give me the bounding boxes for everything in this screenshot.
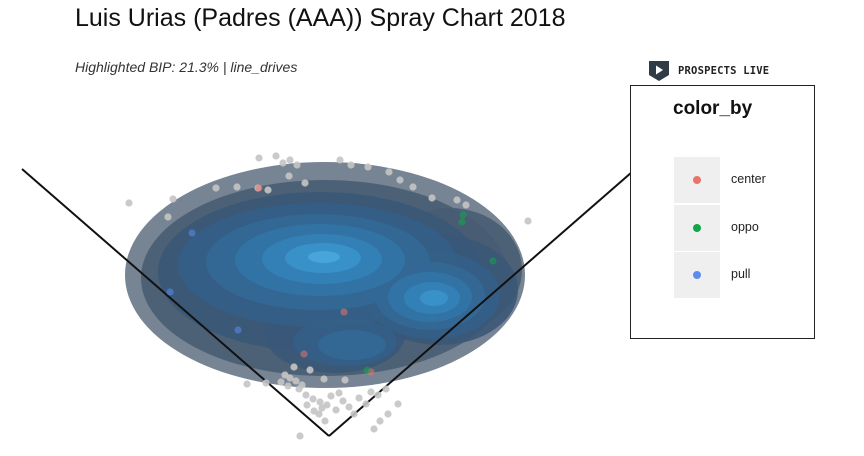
point-background [362, 400, 370, 408]
point-background [296, 432, 304, 440]
point-oppo [489, 257, 497, 265]
point-background [396, 176, 404, 184]
point-background [277, 378, 285, 386]
point-pull [188, 229, 196, 237]
point-background [233, 183, 241, 191]
point-center [255, 184, 263, 192]
point-background [462, 201, 470, 209]
point-background [290, 363, 298, 371]
point-background [382, 385, 390, 393]
point-background [367, 388, 375, 396]
chart-title: Luis Urias (Padres (AAA)) Spray Chart 20… [75, 4, 566, 32]
point-background [255, 154, 263, 162]
point-center [300, 350, 308, 358]
play-shield-icon [649, 61, 669, 81]
point-oppo [458, 218, 466, 226]
density-contour-level-8 [420, 290, 448, 306]
point-background [264, 186, 272, 194]
point-oppo [363, 366, 371, 374]
point-background [332, 406, 340, 414]
point-background [279, 159, 287, 167]
point-background [318, 404, 326, 412]
point-background [347, 161, 355, 169]
point-background [370, 425, 378, 433]
density-contours [125, 162, 525, 388]
batted-ball-points [125, 152, 532, 440]
point-background [336, 156, 344, 164]
point-background [374, 391, 382, 399]
point-background [376, 417, 384, 425]
point-background [327, 392, 335, 400]
density-contour-level-5 [318, 330, 386, 360]
point-background [302, 391, 310, 399]
point-background [164, 213, 172, 221]
point-background [428, 194, 436, 202]
legend-item-oppo: oppo [674, 205, 814, 251]
point-background [284, 382, 292, 390]
point-center [340, 308, 348, 316]
point-background [453, 196, 461, 204]
brand-logo: PROSPECTS LIVE [648, 60, 769, 82]
point-background [341, 376, 349, 384]
chart-subtitle: Highlighted BIP: 21.3% | line_drives [75, 59, 298, 75]
density-contour-level-9 [308, 251, 340, 263]
legend-dot-center [693, 176, 701, 184]
point-background [385, 168, 393, 176]
point-background [303, 401, 311, 409]
point-background [355, 394, 363, 402]
legend-item-pull: pull [674, 252, 814, 298]
legend-key [674, 157, 720, 203]
point-background [306, 366, 314, 374]
point-background [286, 156, 294, 164]
legend-label-oppo: oppo [731, 220, 759, 234]
point-background [169, 195, 177, 203]
point-pull [234, 326, 242, 334]
point-background [125, 199, 133, 207]
brand-name: PROSPECTS LIVE [678, 65, 770, 77]
left-foul-line [21, 168, 330, 437]
point-background [316, 398, 324, 406]
point-background [310, 407, 318, 415]
point-background [243, 380, 251, 388]
point-background [321, 417, 329, 425]
point-background [345, 403, 353, 411]
point-background [301, 179, 309, 187]
legend-key [674, 205, 720, 251]
point-background [524, 217, 532, 225]
point-pull [166, 288, 174, 296]
point-background [339, 397, 347, 405]
point-background [309, 395, 317, 403]
point-background [293, 161, 301, 169]
point-background [409, 183, 417, 191]
point-background [364, 163, 372, 171]
legend-title: color_by [673, 98, 753, 119]
legend-dot-pull [693, 271, 701, 279]
point-oppo [459, 211, 467, 219]
point-background [335, 389, 343, 397]
legend-item-center: center [674, 157, 814, 203]
legend-key [674, 252, 720, 298]
point-background [320, 375, 328, 383]
point-background [394, 400, 402, 408]
point-background [285, 172, 293, 180]
legend-dot-oppo [693, 224, 701, 232]
point-background [384, 410, 392, 418]
point-background [272, 152, 280, 160]
point-background [212, 184, 220, 192]
point-background [295, 385, 303, 393]
legend-label-pull: pull [731, 267, 751, 281]
point-background [292, 377, 300, 385]
point-background [350, 410, 358, 418]
legend-label-center: center [731, 172, 766, 186]
point-background [262, 379, 270, 387]
point-background [286, 374, 294, 382]
legend: color_by center oppo pull [630, 85, 815, 339]
